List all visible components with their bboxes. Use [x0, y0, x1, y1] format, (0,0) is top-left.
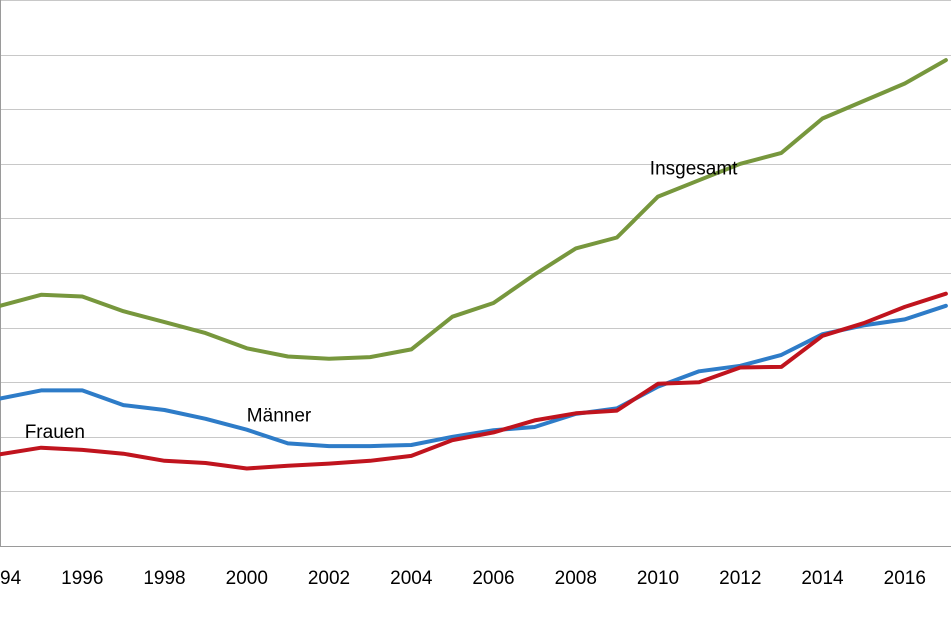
x-tick-label-2016: 2016 [884, 568, 926, 589]
x-tick-label-1996: 1996 [61, 568, 103, 589]
x-tick-label-2014: 2014 [801, 568, 844, 589]
x-tick-label-1998: 1998 [143, 568, 185, 589]
x-tick-label-1994: 94 [0, 568, 22, 589]
series-label-insgesamt: Insgesamt [650, 159, 738, 180]
x-tick-label-2006: 2006 [472, 568, 514, 589]
series-line-insgesamt [0, 58, 948, 361]
gridlines [0, 0, 951, 492]
x-axis-tick-labels: 94 1996 1998 2000 2002 2004 2006 2008 2010 2012 20… [0, 568, 926, 589]
x-tick-label-2008: 2008 [555, 568, 597, 589]
series-lines [0, 58, 948, 471]
series-label-frauen: Frauen [25, 422, 85, 443]
x-tick-label-2000: 2000 [226, 568, 268, 589]
x-tick-label-2010: 2010 [637, 568, 679, 589]
x-tick-label-2004: 2004 [390, 568, 433, 589]
series-labels: Insgesamt Männer Frauen [25, 159, 738, 443]
series-label-mnner: Männer [247, 406, 312, 427]
series-line-mnner [0, 303, 948, 449]
x-tick-label-2012: 2012 [719, 568, 761, 589]
series-line-frauen [0, 291, 948, 471]
x-tick-label-2002: 2002 [308, 568, 350, 589]
